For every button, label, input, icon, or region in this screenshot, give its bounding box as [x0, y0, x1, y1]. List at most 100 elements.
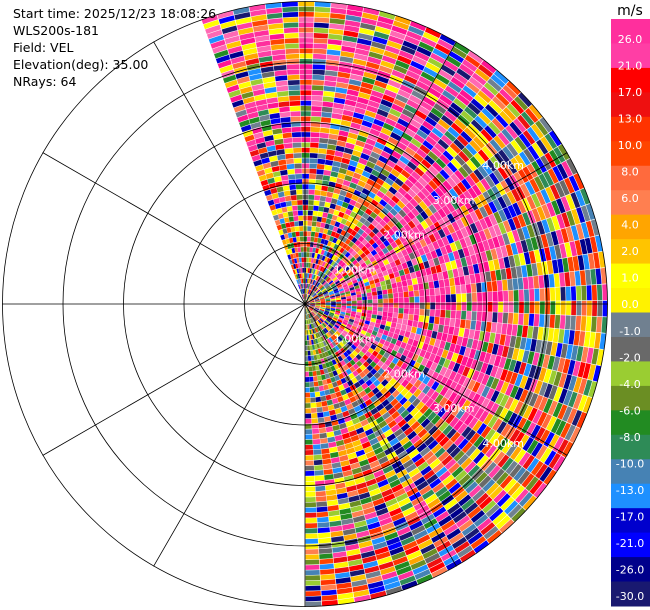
velocity-gate	[307, 345, 311, 351]
velocity-gate	[314, 344, 318, 350]
velocity-gate	[271, 49, 286, 56]
velocity-gate	[553, 147, 566, 163]
velocity-gate	[576, 207, 586, 223]
velocity-gate	[416, 504, 430, 516]
colorbar-bands	[611, 19, 650, 607]
colorbar-band	[611, 459, 650, 485]
velocity-gate	[381, 285, 387, 291]
velocity-gate	[359, 341, 366, 348]
velocity-gate	[324, 373, 331, 379]
velocity-gate	[315, 305, 321, 307]
velocity-gate	[379, 437, 389, 447]
velocity-gate	[315, 288, 320, 294]
velocity-gate	[518, 253, 526, 266]
velocity-gate	[490, 390, 500, 403]
velocity-gate	[361, 312, 367, 317]
velocity-gate	[319, 286, 325, 291]
velocity-gate	[475, 492, 489, 506]
velocity-gate	[329, 266, 335, 272]
velocity-gate	[292, 253, 297, 259]
velocity-gate	[335, 439, 345, 447]
velocity-gate	[596, 284, 603, 301]
velocity-gate	[421, 394, 430, 405]
colorbar-tick-label: 6.0	[621, 192, 639, 205]
velocity-gate	[413, 500, 427, 511]
velocity-gate	[312, 311, 317, 315]
velocity-gate	[571, 301, 577, 316]
velocity-gate	[368, 156, 378, 165]
velocity-gate	[335, 391, 342, 398]
velocity-gate	[331, 359, 337, 366]
velocity-gate	[351, 377, 358, 384]
velocity-gate	[306, 335, 309, 340]
velocity-gate	[509, 121, 523, 136]
velocity-gate	[313, 242, 317, 248]
velocity-gate	[447, 360, 456, 371]
velocity-gate	[316, 264, 320, 270]
velocity-gate	[326, 367, 333, 373]
velocity-gate	[307, 278, 310, 284]
velocity-gate	[303, 294, 305, 299]
velocity-gate	[313, 444, 321, 450]
velocity-gate	[459, 63, 475, 77]
velocity-gate	[350, 265, 356, 271]
velocity-gate	[493, 451, 506, 465]
velocity-gate	[354, 232, 361, 240]
velocity-gate	[325, 333, 331, 339]
velocity-gate	[401, 478, 414, 488]
velocity-gate	[458, 150, 470, 163]
velocity-gate	[318, 310, 324, 314]
velocity-gate	[291, 200, 298, 206]
velocity-gate	[394, 259, 401, 266]
velocity-gate	[312, 263, 316, 269]
velocity-gate	[443, 278, 450, 287]
velocity-gate	[305, 330, 307, 335]
velocity-gate	[212, 44, 228, 54]
velocity-gate	[335, 337, 341, 344]
velocity-gate	[512, 348, 520, 361]
velocity-gate	[412, 114, 425, 125]
velocity-gate	[389, 30, 406, 40]
velocity-gate	[305, 502, 317, 508]
velocity-gate	[327, 44, 342, 51]
velocity-gate	[404, 104, 417, 114]
velocity-gate	[474, 273, 481, 283]
velocity-gate	[411, 171, 421, 181]
velocity-gate	[330, 297, 336, 300]
velocity-gate	[323, 411, 330, 417]
velocity-gate	[446, 223, 456, 234]
velocity-gate	[541, 261, 549, 275]
velocity-gate	[280, 223, 287, 230]
velocity-gate	[325, 318, 331, 323]
velocity-gate	[452, 184, 463, 196]
velocity-gate	[430, 391, 440, 401]
velocity-gate	[306, 278, 309, 284]
velocity-gate	[393, 246, 401, 254]
radial-line	[304, 303, 457, 567]
velocity-gate	[375, 319, 382, 324]
velocity-gate	[356, 265, 363, 271]
velocity-gate	[331, 268, 337, 274]
velocity-gate	[353, 320, 360, 325]
velocity-gate	[411, 453, 423, 463]
velocity-gate	[318, 311, 323, 316]
velocity-gate	[305, 309, 307, 314]
velocity-gate	[428, 233, 437, 243]
velocity-gate	[311, 311, 316, 316]
velocity-gate	[430, 190, 440, 201]
velocity-gate	[420, 432, 432, 443]
velocity-gate	[411, 258, 418, 266]
velocity-gate	[489, 486, 503, 500]
velocity-gate	[499, 110, 513, 125]
velocity-gate	[551, 215, 561, 231]
velocity-gate	[463, 347, 472, 358]
velocity-gate	[500, 496, 515, 511]
velocity-gate	[379, 483, 391, 493]
velocity-gate	[253, 24, 269, 32]
velocity-gate	[365, 379, 373, 387]
velocity-gate	[308, 366, 313, 372]
velocity-gate	[429, 309, 435, 317]
velocity-gate	[325, 362, 331, 368]
velocity-gate	[518, 313, 524, 325]
velocity-gate	[438, 279, 445, 288]
